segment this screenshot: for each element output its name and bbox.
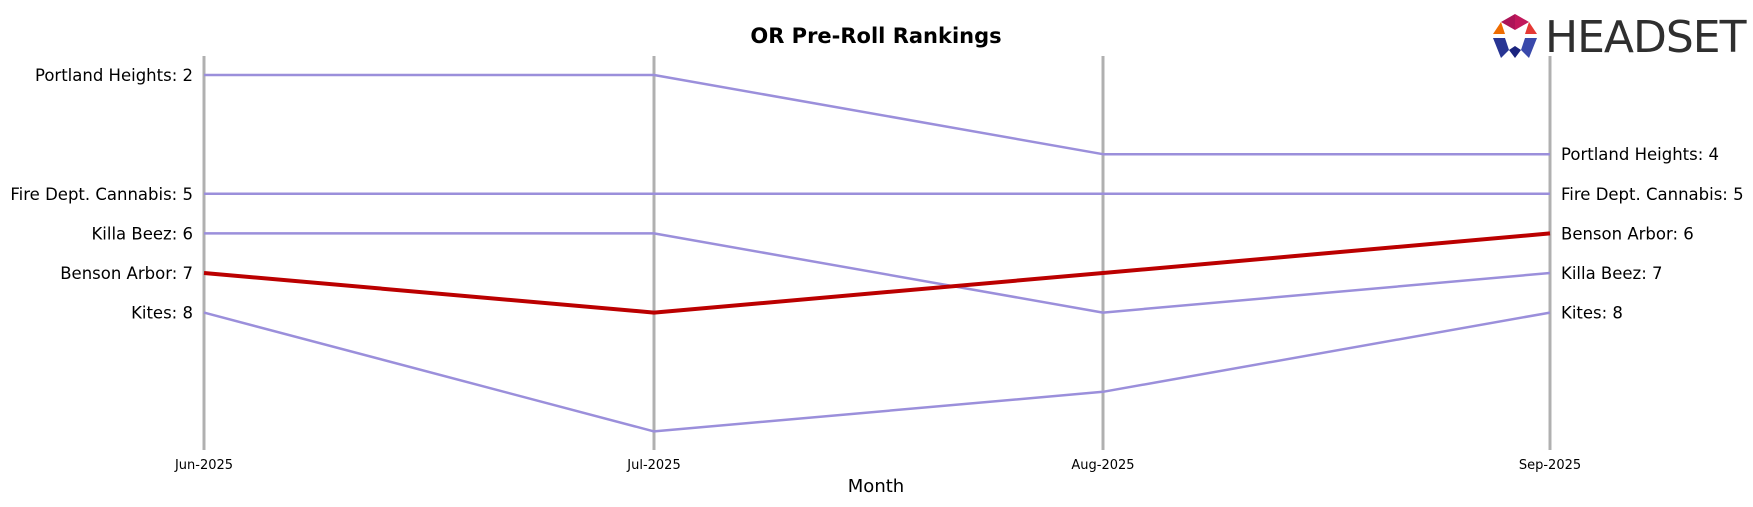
end-label: Kites: 8 [1561,304,1623,323]
end-label: Benson Arbor: 6 [1561,224,1694,243]
x-tick-labels: Jun-2025 Jul-2025 Aug-2025 Sep-2025 [174,458,1581,473]
end-label: Fire Dept. Cannabis: 5 [1561,185,1744,204]
chart-title: OR Pre-Roll Rankings [750,24,1001,48]
vertical-lines [202,56,1552,450]
start-label: Portland Heights: 2 [35,66,193,85]
series-line-benson-arbor [203,231,1551,315]
end-label: Portland Heights: 4 [1561,145,1719,164]
start-label: Benson Arbor: 7 [60,264,193,283]
start-label: Killa Beez: 6 [91,224,193,243]
logo-text: HEADSET [1545,12,1747,63]
series-line-kites [203,311,1551,433]
headset-logo: HEADSET [1493,12,1748,63]
series-lines [203,73,1551,433]
end-label: Killa Beez: 7 [1561,264,1663,283]
start-label: Kites: 8 [131,304,193,323]
headset-hexagon-icon [1493,14,1537,58]
series-line-killa-beez [204,232,1551,314]
x-tick-label: Sep-2025 [1519,458,1581,473]
x-tick-label: Jul-2025 [626,458,680,473]
start-labels: Portland Heights: 2 Fire Dept. Cannabis: … [10,66,193,323]
start-label: Fire Dept. Cannabis: 5 [10,185,193,204]
x-axis-label: Month [848,476,904,497]
x-tick-label: Aug-2025 [1071,458,1134,473]
series-line-portland-heights [204,73,1550,156]
end-labels: Portland Heights: 4 Fire Dept. Cannabis: … [1561,145,1744,322]
x-tick-label: Jun-2025 [174,458,233,473]
